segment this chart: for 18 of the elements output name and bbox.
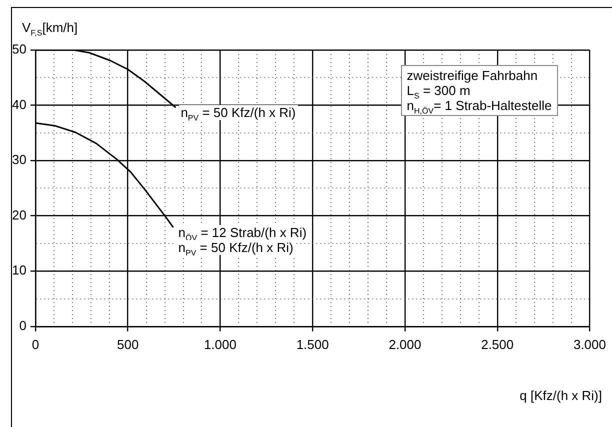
y-axis-title: V$_{F,S}$[km/h] [22, 20, 78, 38]
x-tick-label: 1.500 [296, 336, 329, 352]
annotation: zweistreifige Fahrbahn L$_{S}$ = 300 m n$_{H,ÖV}$= 1 Strab-Haltestelle [400, 65, 558, 116]
x-tick-label: 1.000 [204, 336, 236, 352]
y-tick-label: 30 [12, 152, 26, 168]
annotation: n$_{PV}$ = 50 Kfz/(h x Ri) [178, 105, 298, 124]
x-tick-label: 0 [32, 336, 40, 352]
x-tick-label: 2.000 [388, 336, 422, 352]
y-tick-label: 50 [12, 42, 26, 57]
y-tick-label: 10 [12, 262, 26, 278]
x-tick-label: 3.000 [573, 336, 606, 352]
x-tick-label: 500 [116, 336, 139, 352]
x-tick-label: 2.500 [481, 336, 514, 352]
annotation: n$_{PV}$ = 50 Kfz/(h x Ri) [176, 240, 296, 258]
y-tick-label: 40 [12, 96, 26, 112]
y-tick-label: 20 [12, 207, 26, 222]
y-tick-label: 0 [19, 318, 26, 333]
x-axis-title: q [Kfz/(h x Ri)] [520, 388, 602, 403]
